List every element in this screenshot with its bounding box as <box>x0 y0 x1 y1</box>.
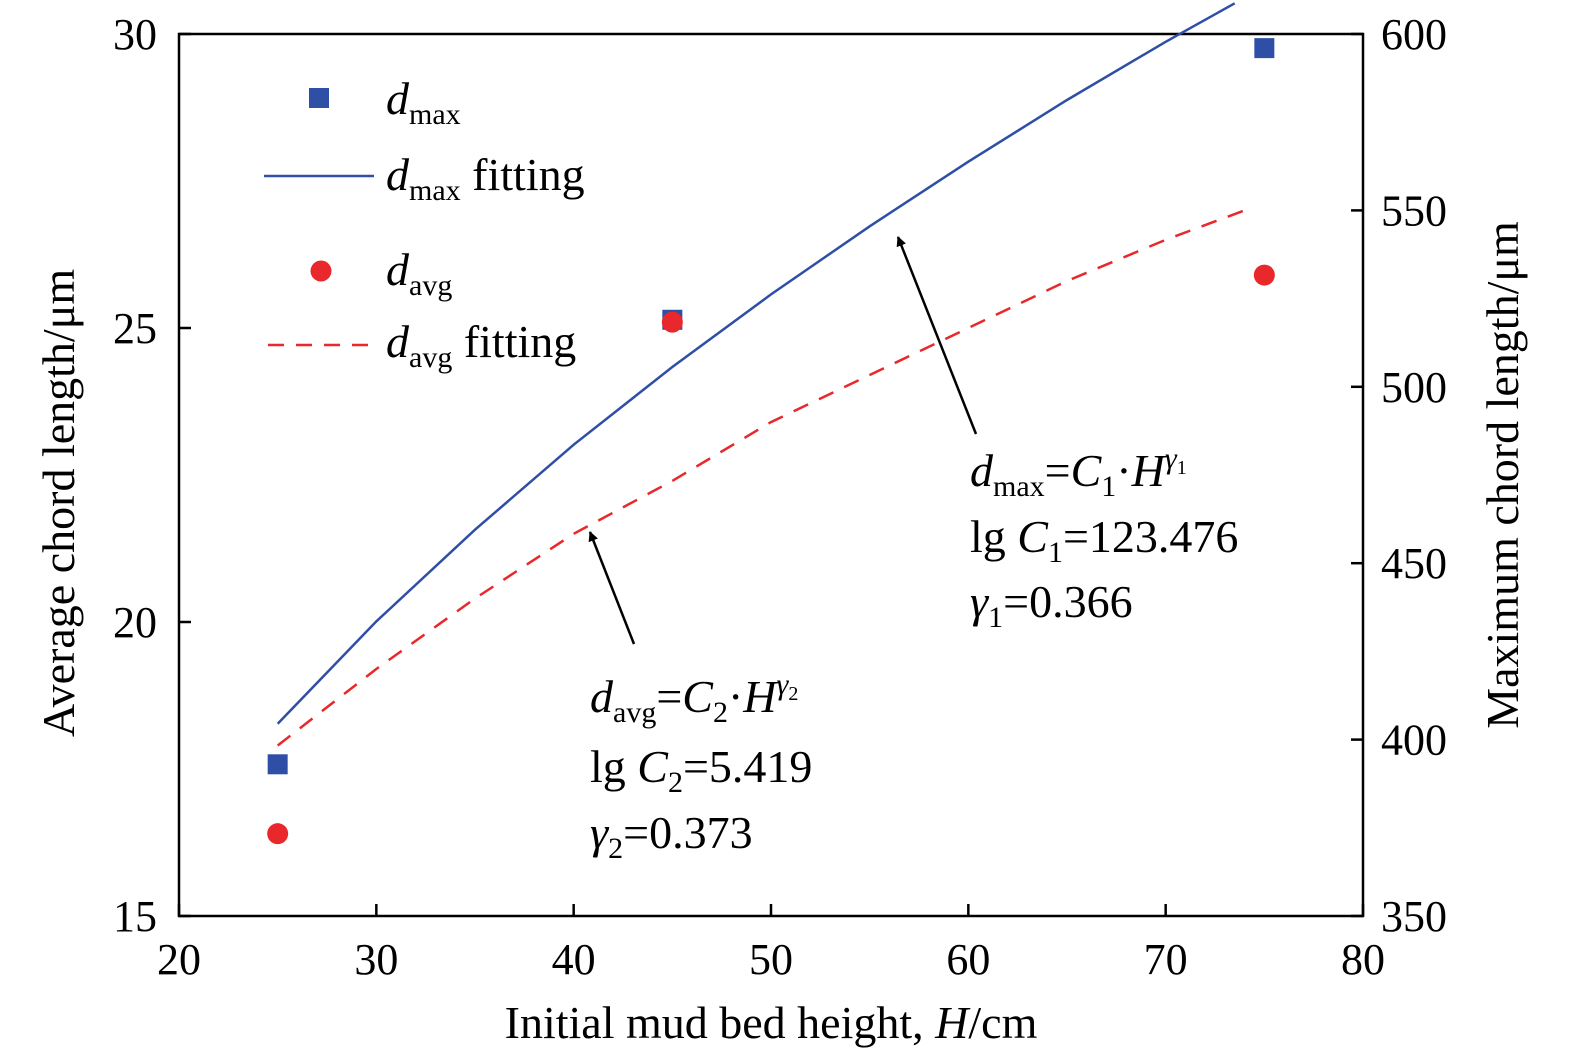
davg-fitting-line <box>276 209 1246 747</box>
davg-point <box>267 823 289 845</box>
x-tick-label: 20 <box>157 935 201 984</box>
legend-label-davg-fitting: davg fitting <box>386 316 576 374</box>
legend-label-dmax: dmax <box>386 73 461 131</box>
y-right-tick-label: 450 <box>1381 539 1447 588</box>
arrow-dmax-fitting <box>896 236 978 435</box>
y-left-tick-label: 25 <box>113 304 157 353</box>
y-right-tick-label: 600 <box>1381 10 1447 59</box>
y-left-axis-label: Average chord length/μm <box>33 269 84 738</box>
x-tick-label: 70 <box>1144 935 1188 984</box>
annotation-davg-equation: davg=C2·Hγ2 <box>590 668 798 729</box>
y-left-tick-label: 20 <box>113 598 157 647</box>
dmax-point <box>267 754 288 775</box>
y-left-tick-label: 30 <box>113 10 157 59</box>
legend-label-dmax-fitting: dmax fitting <box>386 149 585 207</box>
x-tick-label: 40 <box>552 935 596 984</box>
y-right-tick-label: 500 <box>1381 363 1447 412</box>
x-tick-label: 50 <box>749 935 793 984</box>
y-right-tick-label: 550 <box>1381 186 1447 235</box>
legend: dmax dmax fitting davg davg fitting <box>264 73 585 374</box>
annotation-davg-lgC2: lg C2=5.419 <box>590 741 812 799</box>
annotation-dmax-gamma1: γ1=0.366 <box>970 576 1133 634</box>
annotation-davg-gamma2: γ2=0.373 <box>590 807 753 865</box>
annotation-dmax-equation: dmax=C1·Hγ1 <box>970 442 1187 503</box>
legend-label-davg: davg <box>386 244 452 302</box>
y-right-tick-label: 350 <box>1381 892 1447 941</box>
x-tick-label: 30 <box>354 935 398 984</box>
y-left-tick-label: 15 <box>113 892 157 941</box>
davg-point <box>661 311 683 333</box>
y-right-tick-label: 400 <box>1381 716 1447 765</box>
legend-marker-dmax <box>309 88 329 108</box>
x-tick-label: 60 <box>946 935 990 984</box>
x-tick-label: 80 <box>1341 935 1385 984</box>
y-right-axis-label: Maximum chord length/μm <box>1477 221 1528 729</box>
dmax-point <box>1254 38 1275 59</box>
x-axis-label: Initial mud bed height, H/cm <box>505 997 1038 1048</box>
legend-marker-davg <box>310 260 332 282</box>
dmax-fitting-line <box>276 2 1236 725</box>
davg-point <box>1253 264 1275 286</box>
annotation-dmax-lgC1: lg C1=123.476 <box>970 511 1238 569</box>
arrow-davg-fitting <box>588 531 636 645</box>
